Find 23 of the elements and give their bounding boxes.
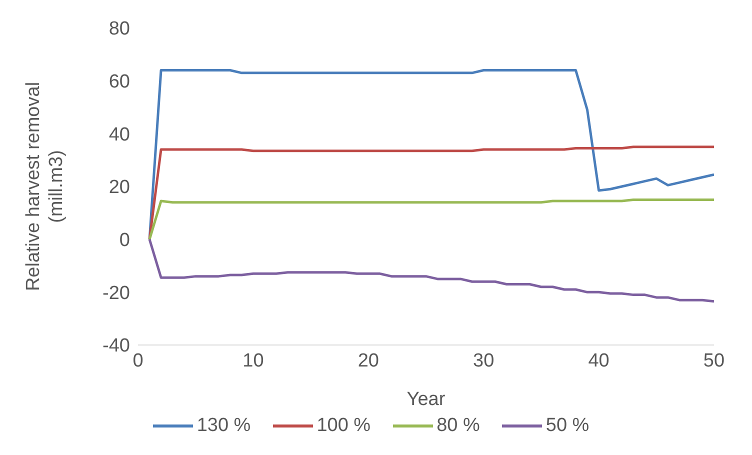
line-series: [148, 69, 714, 241]
x-tick-label: 40: [588, 350, 610, 372]
x-tick-label: 10: [242, 350, 264, 372]
line-series: [148, 238, 714, 303]
y-tick-label: 40: [108, 124, 130, 146]
y-tick-label: 80: [108, 18, 130, 40]
y-tick-label: -20: [102, 282, 130, 304]
line-series: [148, 198, 714, 241]
y-axis-title: Relative harvest removal (mill.m3): [23, 82, 67, 292]
x-axis-title: Year: [406, 389, 446, 410]
y-tick-label: 0: [119, 230, 130, 252]
legend-label: 50 %: [544, 415, 590, 437]
y-tick-label: 20: [108, 177, 130, 198]
legend-label: 130 %: [196, 415, 251, 437]
x-tick-label: 0: [132, 350, 144, 372]
legend-label: 100 %: [316, 415, 371, 437]
line-series: [148, 146, 714, 241]
x-tick-label: 30: [473, 350, 494, 372]
legend-label: 80 %: [436, 415, 480, 437]
x-tick-label: 20: [358, 350, 379, 372]
y-tick-label: -40: [102, 336, 130, 357]
y-tick-label: 60: [108, 72, 130, 93]
x-tick-label: 50: [703, 350, 725, 372]
